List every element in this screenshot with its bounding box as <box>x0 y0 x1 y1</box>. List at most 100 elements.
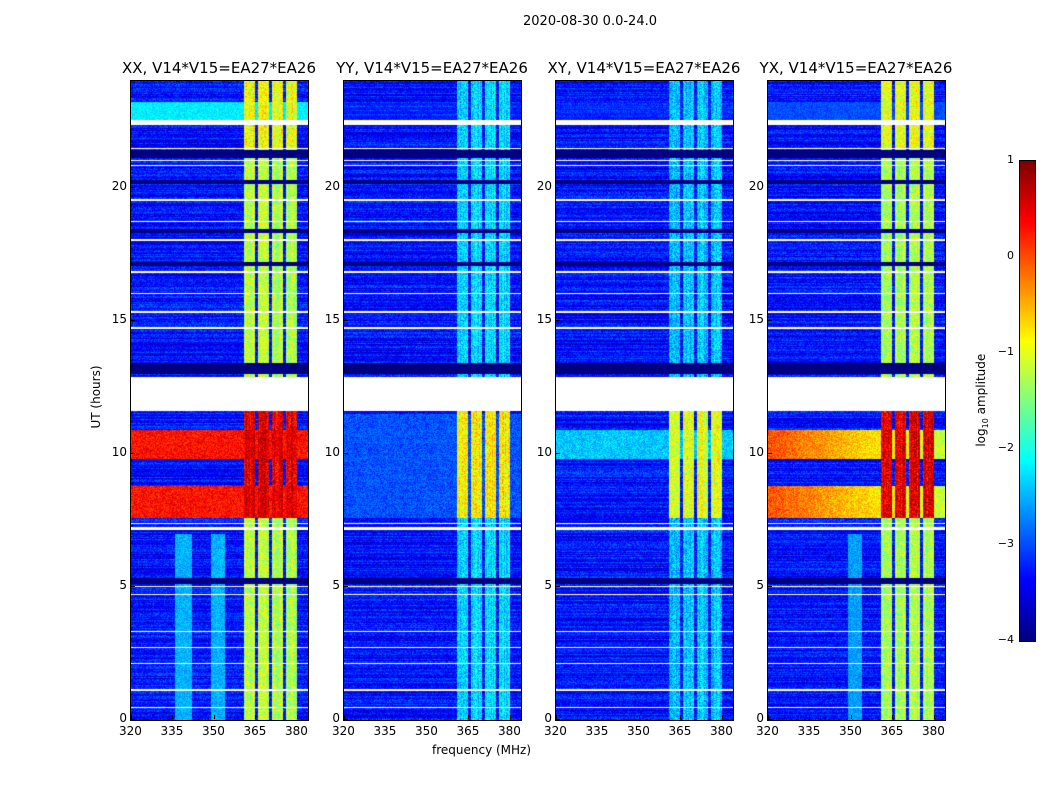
x-tick-mark <box>385 715 387 719</box>
heatmap-image <box>344 81 521 720</box>
x-tick-mark <box>638 715 640 719</box>
heatmap-image <box>768 81 945 720</box>
x-tick-label: 320 <box>119 724 142 738</box>
y-tick-label: 20 <box>111 178 127 193</box>
y-tick-label: 15 <box>324 311 340 326</box>
x-tick-label: 380 <box>497 724 521 738</box>
y-tick-label: 0 <box>332 711 340 725</box>
y-tick-mark <box>768 585 772 587</box>
x-tick-label: 320 <box>544 724 567 738</box>
x-tick-mark <box>172 715 174 719</box>
heatmap-panel-xy <box>555 80 734 721</box>
panel-title: XX, V14*V15=EA27*EA26 <box>121 59 316 77</box>
x-tick-mark <box>768 715 769 719</box>
y-tick-mark <box>131 186 135 188</box>
y-tick-label: 15 <box>111 311 127 326</box>
heatmap-panel-yy <box>343 80 522 721</box>
y-tick-mark <box>768 719 772 720</box>
y-tick-mark <box>131 319 135 321</box>
panel-title: YY, V14*V15=EA27*EA26 <box>336 59 528 77</box>
x-tick-label: 350 <box>201 724 225 738</box>
x-tick-mark <box>213 715 215 719</box>
x-tick-label: 350 <box>838 724 862 738</box>
x-tick-mark <box>344 715 345 719</box>
x-tick-label: 350 <box>626 724 650 738</box>
y-tick-label: 15 <box>748 311 764 326</box>
colorbar-tick-label: −3 <box>997 537 1014 550</box>
colorbar-label-tail: amplitude <box>973 353 988 419</box>
x-tick-label: 335 <box>797 724 821 738</box>
y-tick-label: 10 <box>748 444 764 459</box>
y-tick-label: 0 <box>756 711 764 725</box>
colorbar-tick-label: −2 <box>997 441 1014 454</box>
colorbar-label-sub: 10 <box>981 418 991 429</box>
y-tick-mark <box>556 186 560 188</box>
y-tick-label: 5 <box>119 577 127 592</box>
x-tick-label: 335 <box>160 724 184 738</box>
x-tick-label: 335 <box>585 724 609 738</box>
x-tick-mark <box>597 715 599 719</box>
colorbar-tick-label: −1 <box>997 345 1014 358</box>
y-tick-label: 5 <box>756 577 764 592</box>
y-tick-mark <box>131 719 135 720</box>
y-tick-label: 0 <box>119 711 127 725</box>
heatmap-image <box>131 81 308 720</box>
y-tick-mark <box>556 585 560 587</box>
x-tick-mark <box>255 715 257 719</box>
heatmap-image <box>556 81 733 720</box>
x-tick-mark <box>556 715 557 719</box>
x-tick-label: 380 <box>284 724 308 738</box>
x-tick-mark <box>809 715 811 719</box>
y-tick-mark <box>556 319 560 321</box>
y-tick-label: 0 <box>544 711 552 725</box>
heatmap-panel-yx <box>767 80 946 721</box>
x-tick-label: 380 <box>709 724 733 738</box>
colorbar-tick-label: 1 <box>1007 153 1014 166</box>
y-tick-mark <box>768 452 772 454</box>
x-axis-label: frequency (MHz) <box>432 743 532 757</box>
x-tick-mark <box>468 715 470 719</box>
y-tick-mark <box>344 719 348 720</box>
x-tick-mark <box>721 715 723 719</box>
x-tick-label: 365 <box>880 724 904 738</box>
y-tick-mark <box>344 319 348 321</box>
x-tick-mark <box>131 715 132 719</box>
colorbar-tick-label: 0 <box>1007 249 1014 262</box>
x-tick-label: 350 <box>414 724 438 738</box>
y-tick-label: 10 <box>324 444 340 459</box>
y-tick-mark <box>768 319 772 321</box>
colorbar-label-main: log <box>973 428 988 447</box>
x-tick-mark <box>680 715 682 719</box>
figure-title: 2020-08-30 0.0-24.0 <box>523 14 657 29</box>
colorbar <box>1019 160 1036 642</box>
panel-title: YX, V14*V15=EA27*EA26 <box>759 59 953 77</box>
y-tick-mark <box>556 719 560 720</box>
y-tick-label: 15 <box>536 311 552 326</box>
x-tick-label: 365 <box>243 724 267 738</box>
heatmap-panel-xx <box>130 80 309 721</box>
y-tick-label: 20 <box>324 178 340 193</box>
y-tick-label: 20 <box>536 178 552 193</box>
y-tick-mark <box>344 452 348 454</box>
x-tick-label: 335 <box>373 724 397 738</box>
x-tick-mark <box>892 715 894 719</box>
colorbar-tick-label: −4 <box>997 633 1014 646</box>
y-tick-mark <box>556 452 560 454</box>
x-tick-mark <box>426 715 428 719</box>
y-tick-label: 20 <box>748 178 764 193</box>
y-tick-label: 5 <box>332 577 340 592</box>
y-axis-label: UT (hours) <box>89 365 103 429</box>
panel-title: XY, V14*V15=EA27*EA26 <box>547 59 741 77</box>
y-tick-label: 10 <box>111 444 127 459</box>
y-tick-mark <box>768 186 772 188</box>
y-tick-mark <box>344 186 348 188</box>
x-tick-label: 365 <box>668 724 692 738</box>
x-tick-mark <box>850 715 852 719</box>
x-tick-mark <box>509 715 511 719</box>
x-tick-label: 320 <box>756 724 779 738</box>
y-tick-label: 5 <box>544 577 552 592</box>
x-tick-label: 380 <box>921 724 945 738</box>
y-tick-mark <box>344 585 348 587</box>
y-tick-label: 10 <box>536 444 552 459</box>
